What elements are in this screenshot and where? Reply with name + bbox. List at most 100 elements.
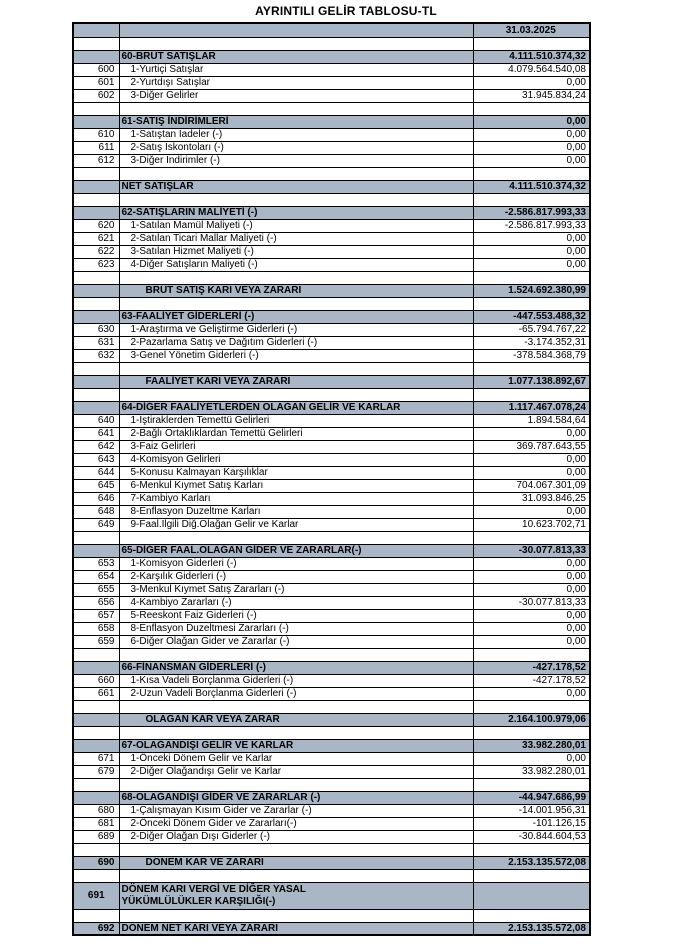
amount-cell: 0,00 — [472, 231, 591, 246]
amount-cell: 0,00 — [472, 556, 591, 571]
detail-row: 653 1-Komisyon Giderleri (-) 0,00 — [72, 556, 591, 571]
account-code-cell: 621 — [72, 231, 120, 246]
section-header-row: 690 DÖNEM KAR VE ZARARI 2.153.135.572,08 — [72, 855, 591, 870]
detail-row: 632 3-Genel Yönetim Giderleri (-) -378.584… — [72, 348, 591, 363]
section-header-row: 68-OLAĞANDIŞI GİDER VE ZARARLAR (-) -44.9… — [72, 790, 591, 805]
description-cell: 7-Kambiyo Karları — [118, 491, 474, 506]
account-code-cell — [72, 192, 120, 207]
amount-cell — [472, 699, 591, 714]
description-cell: BRÜT SATIŞ KARI VEYA ZARARI — [118, 283, 474, 298]
spacer-row — [72, 166, 591, 181]
description-cell: 2-Uzun Vadeli Borçlanma Giderleri (-) — [118, 686, 474, 701]
account-code-cell: 689 — [72, 829, 120, 844]
section-header-row: 60-BRÜT SATIŞLAR 4.111.510.374,32 — [72, 49, 591, 64]
description-cell: 1-Yurtiçi Satışlar — [118, 62, 474, 77]
description-cell: DÖNEM NET KARI VEYA ZARARI — [118, 921, 474, 936]
detail-row: 621 2-Satılan Ticari Mallar Maliyeti (-) 0… — [72, 231, 591, 246]
account-code-cell: 610 — [72, 127, 120, 142]
amount-cell: 0,00 — [472, 569, 591, 584]
amount-cell — [472, 868, 591, 883]
section-header-row: 691 DÖNEM KARI VERGİ VE DİĞER YASAL YÜKÜM… — [72, 881, 591, 910]
description-cell: 8-Enflasyon Duzeltme Karları — [118, 504, 474, 519]
amount-cell: 0,00 — [472, 621, 591, 636]
report-title: AYRINTILI GELİR TABLOSU-TL — [255, 4, 437, 18]
account-code-cell: 690 — [72, 855, 120, 870]
spacer-row — [72, 842, 591, 857]
account-code-cell — [72, 270, 120, 285]
account-code-cell — [72, 777, 120, 792]
description-cell: 2-Pazarlama Satış ve Dağıtım Giderleri (… — [118, 335, 474, 350]
amount-cell: 0,00 — [472, 504, 591, 519]
amount-cell — [472, 777, 591, 792]
amount-cell: 4.111.510.374,32 — [472, 49, 591, 64]
amount-cell: 0,00 — [472, 452, 591, 467]
account-code-cell: 641 — [72, 426, 120, 441]
description-cell: 65-DİĞER FAAL.OLAĞAN GİDER VE ZARARLAR(-… — [118, 543, 474, 558]
amount-cell: -65.794.767,22 — [472, 322, 591, 337]
description-cell: 61-SATIŞ İNDİRİMLERİ — [118, 114, 474, 129]
spacer-row — [72, 725, 591, 740]
section-header-row: 66-FİNANSMAN GİDERLERİ (-) -427.178,52 — [72, 660, 591, 675]
amount-cell: 2.164.100.979,06 — [472, 712, 591, 727]
detail-row: 620 1-Satılan Mamül Maliyeti (-) -2.586.81… — [72, 218, 591, 233]
detail-row: 656 4-Kambiyo Zararları (-) -30.077.813,33 — [72, 595, 591, 610]
spacer-row — [72, 647, 591, 662]
description-cell: 6-Diğer Olağan Gider ve Zararlar (-) — [118, 634, 474, 649]
amount-cell: 369.787.643,55 — [472, 439, 591, 454]
description-cell — [118, 387, 474, 402]
account-code-cell: 632 — [72, 348, 120, 363]
description-cell — [118, 699, 474, 714]
description-cell — [118, 101, 474, 116]
amount-cell: 2.153.135.572,08 — [472, 855, 591, 870]
description-cell — [118, 270, 474, 285]
column-header-row: 31.03.2025 — [72, 22, 591, 38]
spacer-row — [72, 361, 591, 376]
spacer-row — [72, 36, 591, 51]
account-code-cell — [72, 842, 120, 857]
description-cell: 1-İştiraklerden Temettü Gelirleri — [118, 413, 474, 428]
account-code-cell: 681 — [72, 816, 120, 831]
description-cell: 63-FAALİYET GİDERLERİ (-) — [118, 309, 474, 324]
amount-cell: 1.117.467.078,24 — [472, 400, 591, 415]
description-cell: 2-Yurtdışı Satışlar — [118, 75, 474, 90]
amount-cell — [472, 647, 591, 662]
description-cell: OLAĞAN KAR VEYA ZARAR — [118, 712, 474, 727]
detail-row: 622 3-Satılan Hizmet Maliyeti (-) 0,00 — [72, 244, 591, 259]
account-code-cell — [72, 36, 120, 51]
amount-cell — [472, 166, 591, 181]
account-code-cell — [72, 205, 120, 220]
account-code-cell — [72, 166, 120, 181]
description-cell — [118, 868, 474, 883]
detail-row: 643 4-Komisyon Gelirleri 0,00 — [72, 452, 591, 467]
account-code-cell: 655 — [72, 582, 120, 597]
detail-row: 630 1-Araştırma ve Geliştirme Giderleri (… — [72, 322, 591, 337]
detail-row: 642 3-Faiz Gelirleri 369.787.643,55 — [72, 439, 591, 454]
amount-cell: 10.623.702,71 — [472, 517, 591, 532]
description-cell: 66-FİNANSMAN GİDERLERİ (-) — [118, 660, 474, 675]
description-cell: 62-SATIŞLARIN MALİYETİ (-) — [118, 205, 474, 220]
amount-cell: 1.524.692.380,99 — [472, 283, 591, 298]
description-cell — [118, 192, 474, 207]
detail-row: 611 2-Satış İskontoları (-) 0,00 — [72, 140, 591, 155]
account-code-cell: 671 — [72, 751, 120, 766]
account-code-cell: 612 — [72, 153, 120, 168]
detail-row: 679 2-Diğer Olağandışı Gelir ve Karlar 33.… — [72, 764, 591, 779]
table-body: 31.03.2025 60-BRÜT SATIŞLAR 4.111.510.374,… — [72, 22, 591, 936]
detail-row: 644 5-Konusu Kalmayan Karşılıklar 0,00 — [72, 465, 591, 480]
detail-row: 659 6-Diğer Olağan Gider ve Zararlar (-) 0… — [72, 634, 591, 649]
account-code-cell: 646 — [72, 491, 120, 506]
account-code-cell — [72, 660, 120, 675]
account-code-cell — [72, 309, 120, 324]
description-cell — [118, 725, 474, 740]
description-cell: 2-Önceki Dönem Gider ve Zararları(-) — [118, 816, 474, 831]
description-cell: 1-Araştırma ve Geliştirme Giderleri (-) — [118, 322, 474, 337]
amount-cell: -378.584.368,79 — [472, 348, 591, 363]
detail-row: 655 3-Menkul Kıymet Satış Zararları (-) 0,… — [72, 582, 591, 597]
section-header-row: OLAĞAN KAR VEYA ZARAR 2.164.100.979,06 — [72, 712, 591, 727]
amount-cell — [472, 296, 591, 311]
account-code-cell: 654 — [72, 569, 120, 584]
description-cell: 2-Satış İskontoları (-) — [118, 140, 474, 155]
spacer-row — [72, 192, 591, 207]
description-cell: 2-Diğer Olağan Dışı Giderler (-) — [118, 829, 474, 844]
detail-row: 640 1-İştiraklerden Temettü Gelirleri 1.89… — [72, 413, 591, 428]
